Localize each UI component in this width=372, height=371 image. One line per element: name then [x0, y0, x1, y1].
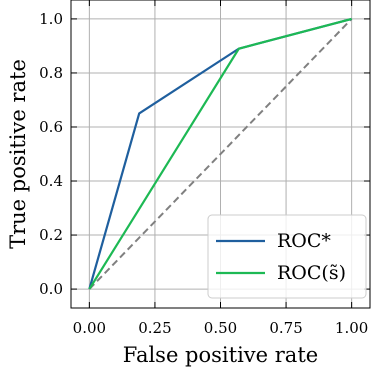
- y-axis-label: True positive rate: [6, 59, 30, 249]
- y-tick-label: 0.6: [39, 118, 63, 136]
- legend: ROC* ROC(s̃): [207, 214, 367, 299]
- y-tick-label: 0.0: [39, 280, 63, 298]
- x-tick-label: 0.75: [269, 319, 302, 337]
- reference-layer: [88, 18, 353, 290]
- legend-box: [207, 214, 367, 299]
- x-axis-label: False positive rate: [123, 343, 318, 367]
- y-tick-label: 0.8: [39, 64, 63, 82]
- legend-label-roc-s-tilde: ROC(s̃): [277, 262, 346, 284]
- y-tick-label: 0.2: [39, 226, 63, 244]
- series-line-roc-s-tilde: [88, 17, 352, 290]
- x-tick-label: 0.25: [138, 319, 171, 337]
- legend-label-roc-star: ROC*: [277, 230, 331, 252]
- x-tick-label: 0.50: [204, 319, 237, 337]
- y-tick-label: 0.4: [39, 172, 63, 190]
- x-tick-label: 0.00: [73, 319, 106, 337]
- series-layer: [88, 17, 352, 290]
- chance-diagonal-line: [88, 18, 353, 290]
- tick-layer: 0.00 0.25 0.50 0.75 1.00 0.0 0.2 0.4 0.6 0.8 1.0: [39, 0, 370, 337]
- x-tick-label: 1.00: [335, 319, 368, 337]
- y-tick-label: 1.0: [39, 10, 63, 28]
